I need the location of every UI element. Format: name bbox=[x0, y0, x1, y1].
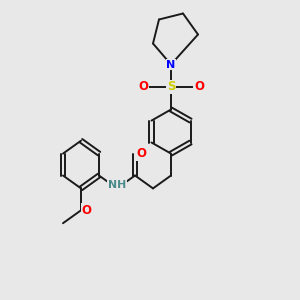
Text: O: O bbox=[81, 204, 92, 217]
Text: O: O bbox=[138, 80, 148, 94]
Text: S: S bbox=[167, 80, 175, 94]
Text: NH: NH bbox=[108, 180, 126, 190]
Text: O: O bbox=[194, 80, 204, 94]
Text: N: N bbox=[167, 59, 176, 70]
Text: O: O bbox=[136, 147, 146, 160]
